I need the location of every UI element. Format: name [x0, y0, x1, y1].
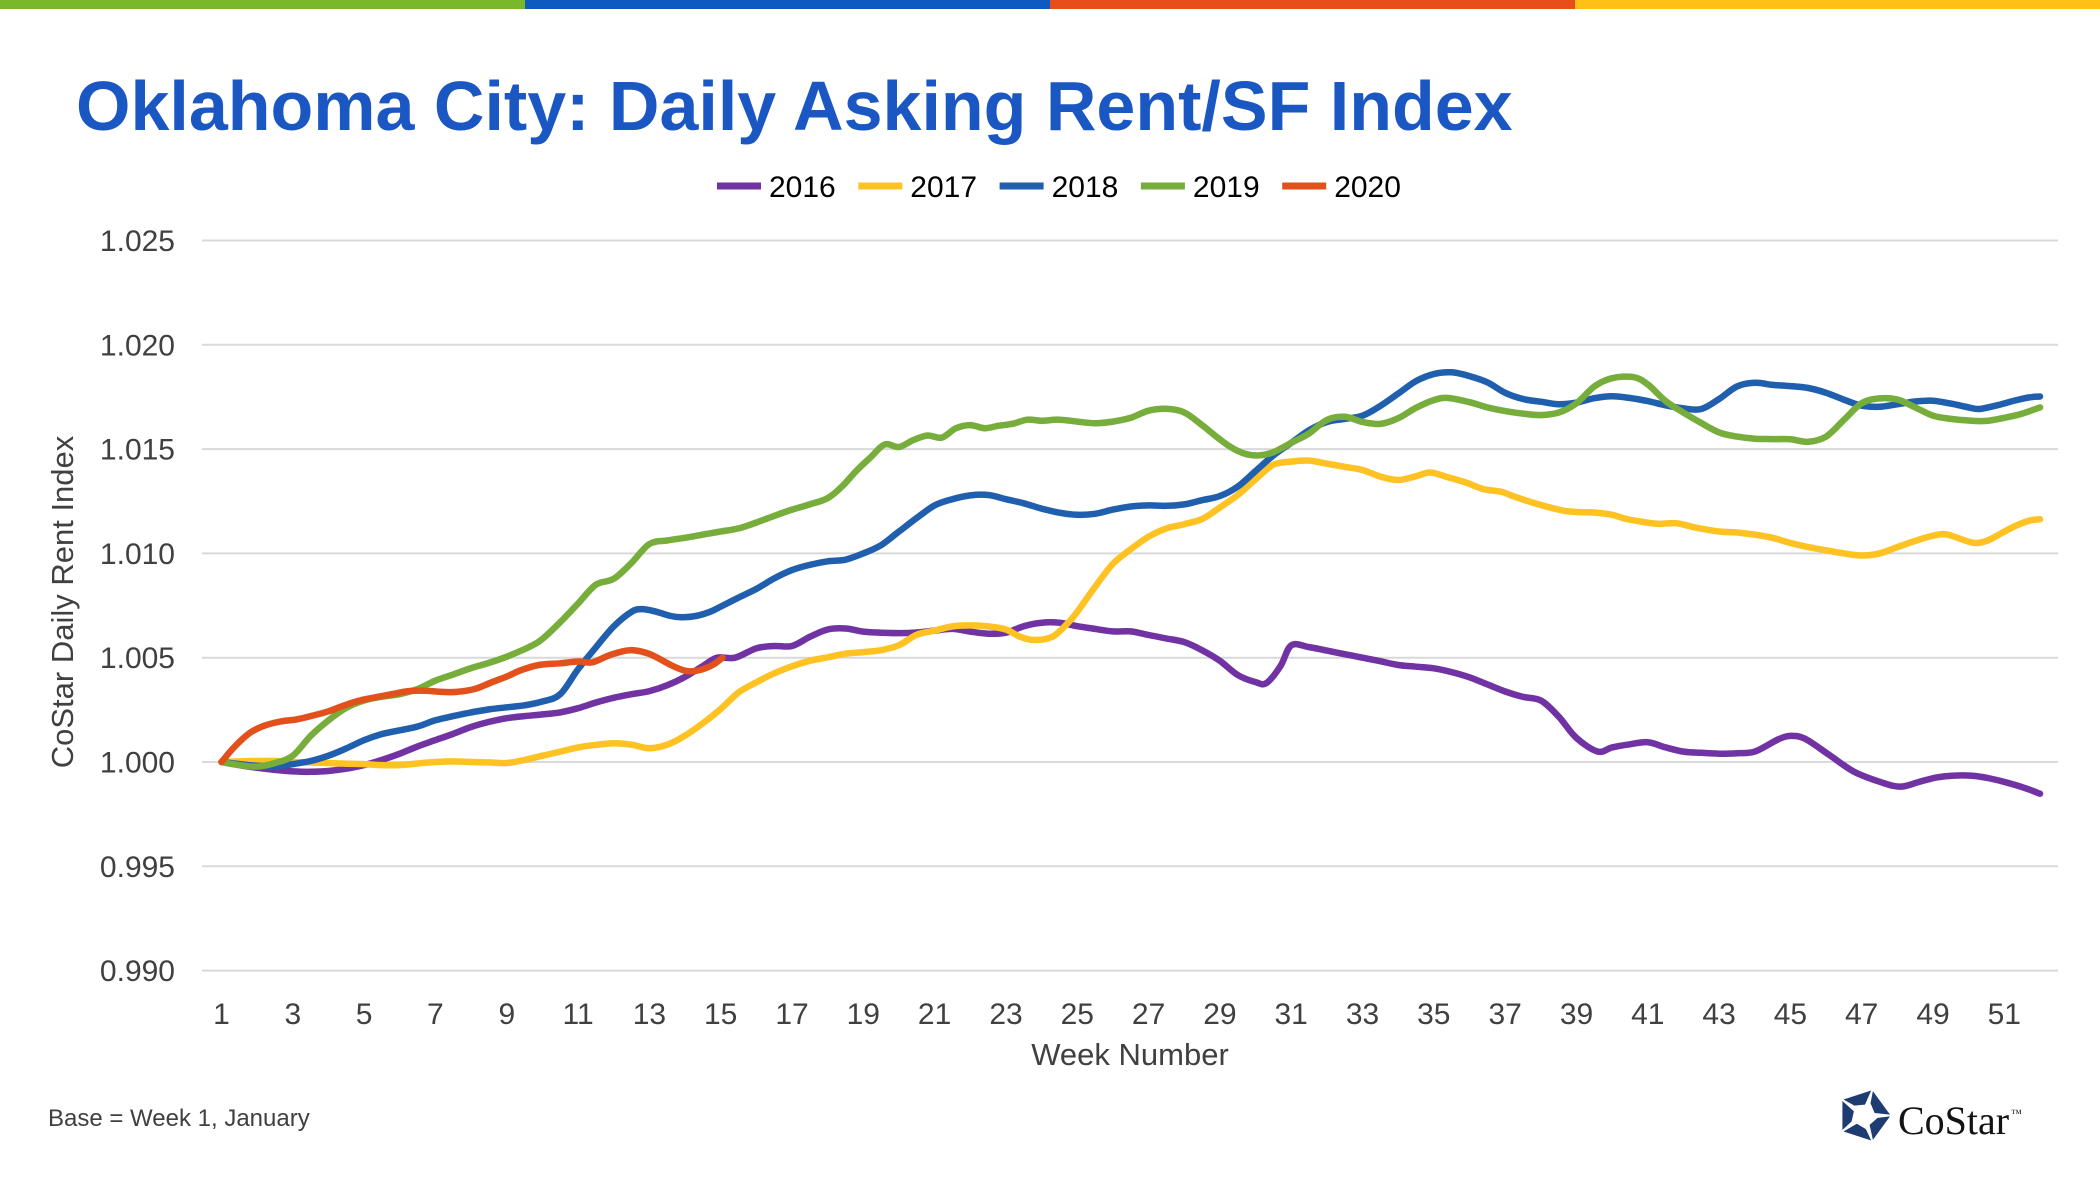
svg-text:Base = Week 1, January: Base = Week 1, January: [48, 1105, 310, 1132]
svg-text:2018: 2018: [1052, 171, 1119, 204]
svg-text:7: 7: [427, 998, 444, 1031]
svg-text:17: 17: [775, 998, 808, 1031]
svg-text:37: 37: [1489, 998, 1522, 1031]
svg-text:1.010: 1.010: [100, 538, 175, 571]
svg-text:2017: 2017: [910, 171, 977, 204]
svg-text:29: 29: [1203, 998, 1236, 1031]
svg-text:27: 27: [1132, 998, 1165, 1031]
svg-text:31: 31: [1275, 998, 1308, 1031]
svg-text:13: 13: [633, 998, 666, 1031]
svg-text:2020: 2020: [1334, 171, 1401, 204]
svg-text:45: 45: [1774, 998, 1807, 1031]
svg-text:CoStar Daily Rent Index: CoStar Daily Rent Index: [45, 435, 80, 768]
svg-text:51: 51: [1988, 998, 2021, 1031]
svg-text:15: 15: [704, 998, 737, 1031]
svg-text:3: 3: [284, 998, 301, 1031]
svg-text:CoStar: CoStar: [1898, 1098, 2009, 1143]
svg-text:35: 35: [1417, 998, 1450, 1031]
svg-text:21: 21: [918, 998, 951, 1031]
svg-text:2016: 2016: [769, 171, 836, 204]
svg-text:23: 23: [989, 998, 1022, 1031]
svg-text:1.015: 1.015: [100, 434, 175, 467]
svg-text:1.005: 1.005: [100, 642, 175, 675]
svg-text:33: 33: [1346, 998, 1379, 1031]
svg-text:Week Number: Week Number: [1031, 1037, 1229, 1072]
svg-text:1: 1: [213, 998, 230, 1031]
svg-text:9: 9: [498, 998, 515, 1031]
svg-text:43: 43: [1702, 998, 1735, 1031]
svg-text:49: 49: [1916, 998, 1949, 1031]
svg-text:39: 39: [1560, 998, 1593, 1031]
svg-text:41: 41: [1631, 998, 1664, 1031]
svg-text:19: 19: [847, 998, 880, 1031]
svg-text:47: 47: [1845, 998, 1878, 1031]
svg-text:1.000: 1.000: [100, 747, 175, 780]
svg-text:11: 11: [563, 998, 594, 1031]
svg-text:25: 25: [1061, 998, 1094, 1031]
svg-text:2019: 2019: [1193, 171, 1260, 204]
svg-text:0.990: 0.990: [100, 955, 175, 988]
svg-text:Oklahoma City: Daily Asking Re: Oklahoma City: Daily Asking Rent/SF Inde…: [76, 67, 1513, 145]
svg-text:™: ™: [2011, 1108, 2022, 1120]
svg-text:1.020: 1.020: [100, 329, 175, 362]
svg-text:0.995: 0.995: [100, 851, 175, 884]
svg-text:1.025: 1.025: [100, 225, 175, 258]
svg-text:5: 5: [356, 998, 373, 1031]
